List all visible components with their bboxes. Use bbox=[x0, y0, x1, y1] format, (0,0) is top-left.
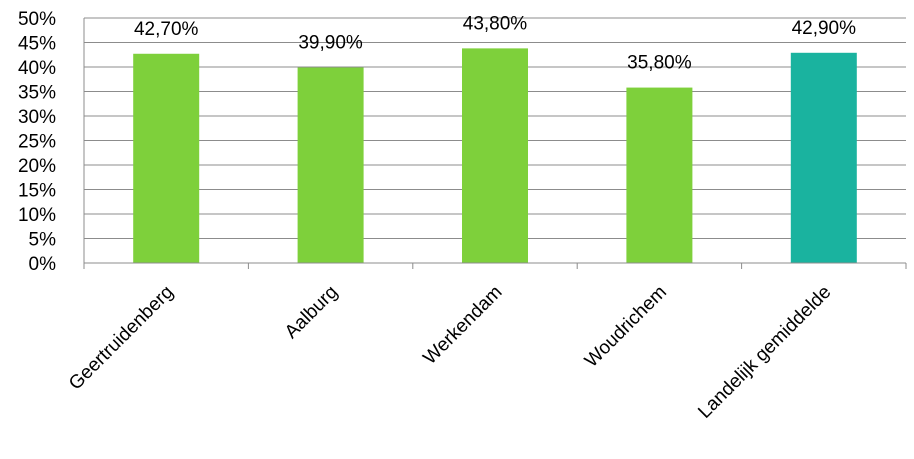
y-tick-label: 5% bbox=[29, 230, 57, 251]
bar bbox=[790, 52, 857, 263]
data-label: 42,70% bbox=[134, 19, 199, 40]
data-label: 35,80% bbox=[627, 53, 692, 74]
y-tick-label: 30% bbox=[18, 107, 56, 128]
data-label: 42,90% bbox=[792, 18, 857, 39]
y-tick-label: 25% bbox=[18, 132, 56, 153]
y-tick-label: 0% bbox=[29, 254, 57, 275]
category-label: Geertruidenberg bbox=[65, 282, 178, 395]
category-label: Werkendam bbox=[419, 282, 506, 369]
bars bbox=[133, 48, 857, 264]
bar bbox=[297, 67, 364, 264]
bar bbox=[626, 87, 693, 263]
y-tick-label: 10% bbox=[18, 205, 56, 226]
bar bbox=[133, 53, 200, 263]
data-label: 43,80% bbox=[463, 13, 528, 34]
x-axis bbox=[83, 18, 907, 269]
category-label: Aalburg bbox=[281, 282, 342, 343]
category-label: Woudrichem bbox=[581, 282, 671, 372]
y-tick-label: 15% bbox=[18, 181, 56, 202]
y-tick-label: 35% bbox=[18, 83, 56, 104]
y-tick-label: 20% bbox=[18, 156, 56, 177]
category-label: Landelijk gemiddelde bbox=[694, 282, 835, 423]
category-labels: Geertruidenberg Aalburg Werkendam Woudriche… bbox=[65, 282, 835, 423]
y-tick-label: 40% bbox=[18, 58, 56, 79]
y-tick-label: 50% bbox=[18, 9, 56, 30]
data-label: 39,90% bbox=[298, 32, 363, 53]
data-labels: 42,70% 39,90% 43,80% 35,80% 42,90% bbox=[134, 13, 856, 73]
y-axis-ticks: 0% 5% 10% 15% 20% 25% 30% 35% 40% 45% 50% bbox=[18, 9, 56, 275]
bar bbox=[462, 48, 528, 263]
y-tick-label: 45% bbox=[18, 34, 56, 55]
